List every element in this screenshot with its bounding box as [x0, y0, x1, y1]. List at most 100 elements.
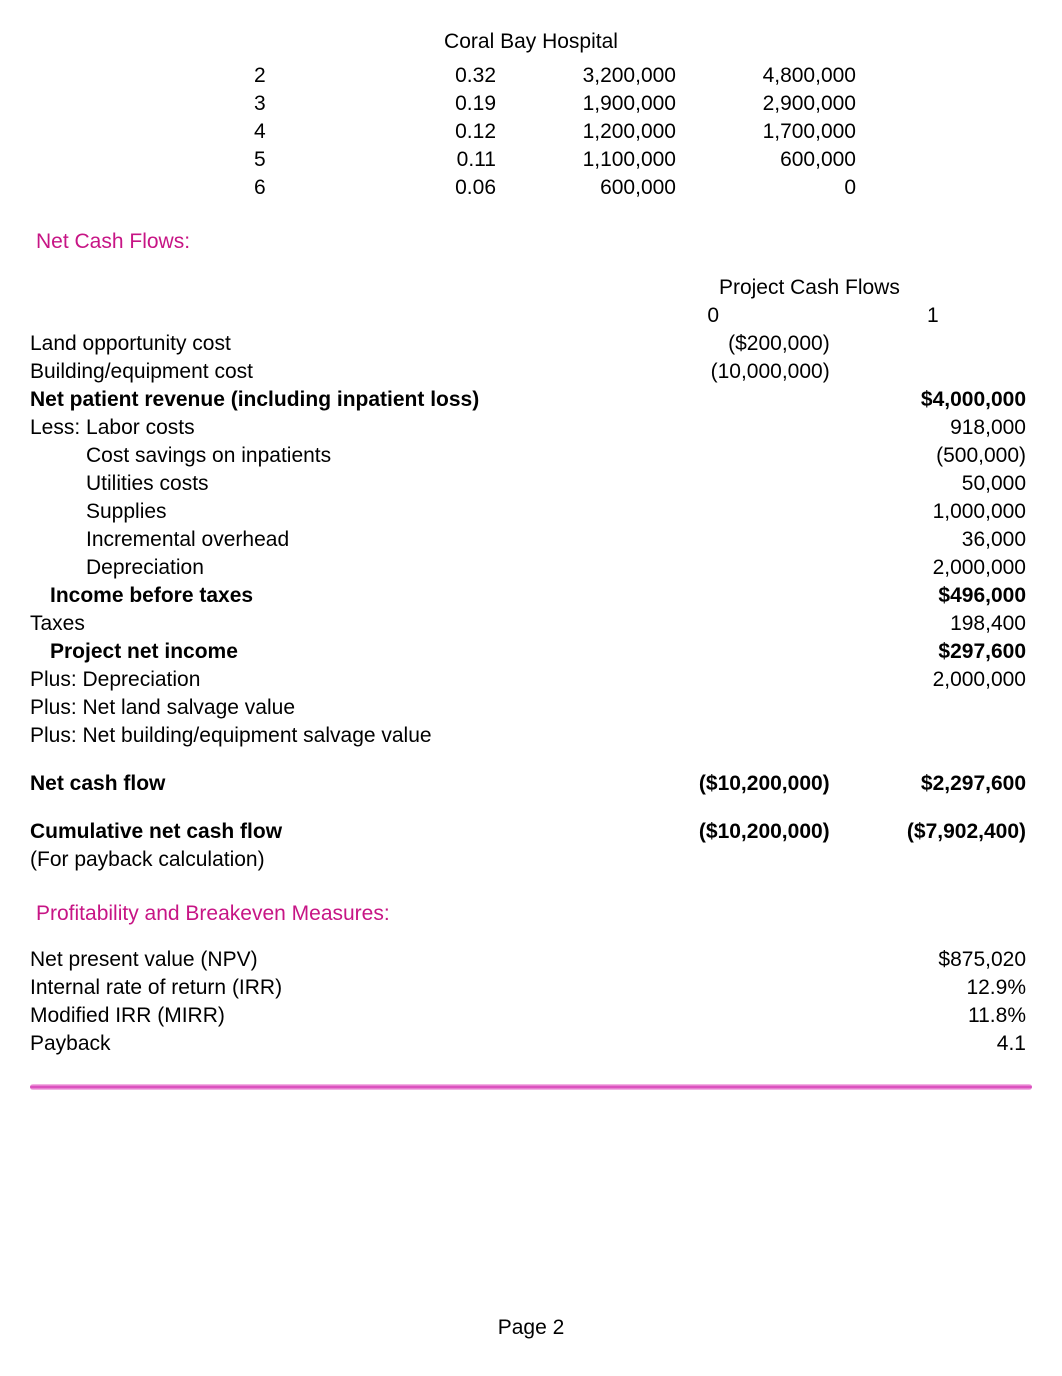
table-row: Net patient revenue (including inpatient…	[30, 386, 1032, 414]
row-col0	[597, 470, 840, 498]
cell-factor: 0.11	[316, 146, 496, 174]
row-col0	[597, 442, 840, 470]
table-row: Cumulative net cash flow ($10,200,000) (…	[30, 818, 1032, 846]
table-row: 0 1	[30, 302, 1032, 330]
top-table: 2 0.32 3,200,000 4,800,000 3 0.19 1,900,…	[206, 62, 856, 202]
measures-table: Net present value (NPV) $875,020 Interna…	[30, 946, 1032, 1058]
table-row: Taxes 198,400	[30, 610, 1032, 638]
row-col0: ($200,000)	[597, 330, 840, 358]
table-row: Building/equipment cost (10,000,000)	[30, 358, 1032, 386]
table-row: Income before taxes $496,000	[30, 582, 1032, 610]
table-row: Net present value (NPV) $875,020	[30, 946, 1032, 974]
cell-year: 6	[206, 174, 316, 202]
row-col1: 36,000	[840, 526, 1032, 554]
measure-label: Modified IRR (MIRR)	[30, 1002, 597, 1030]
row-label: Net cash flow	[30, 770, 597, 798]
table-row: 4 0.12 1,200,000 1,700,000	[206, 118, 856, 146]
cell-year: 2	[206, 62, 316, 90]
table-row: Incremental overhead 36,000	[30, 526, 1032, 554]
row-label: Plus: Net building/equipment salvage val…	[30, 722, 597, 750]
cell-year: 3	[206, 90, 316, 118]
table-row: Internal rate of return (IRR) 12.9%	[30, 974, 1032, 1002]
cell-value-a: 1,100,000	[496, 146, 676, 174]
row-label: (For payback calculation)	[30, 846, 597, 874]
row-col1: $297,600	[840, 638, 1032, 666]
spacer	[30, 798, 1032, 818]
table-row: Project Cash Flows	[30, 274, 1032, 302]
cell-value-b: 600,000	[676, 146, 856, 174]
row-label: Less: Labor costs	[30, 414, 597, 442]
table-row: Plus: Net building/equipment salvage val…	[30, 722, 1032, 750]
cell-value-b: 1,700,000	[676, 118, 856, 146]
measure-value: 11.8%	[840, 1002, 1032, 1030]
table-row: Cost savings on inpatients (500,000)	[30, 442, 1032, 470]
table-row: 6 0.06 600,000 0	[206, 174, 856, 202]
row-col1	[840, 358, 1032, 386]
row-col0: ($10,200,000)	[597, 818, 840, 846]
row-label: Land opportunity cost	[30, 330, 597, 358]
cell-year: 5	[206, 146, 316, 174]
row-col1: 918,000	[840, 414, 1032, 442]
page: Coral Bay Hospital 2 0.32 3,200,000 4,80…	[0, 0, 1062, 1376]
measure-value: 12.9%	[840, 974, 1032, 1002]
spacer	[30, 750, 1032, 770]
cell-value-a: 1,200,000	[496, 118, 676, 146]
cell-factor: 0.06	[316, 174, 496, 202]
row-col1	[840, 694, 1032, 722]
row-col1	[840, 846, 1032, 874]
row-col0	[597, 526, 840, 554]
table-row: Land opportunity cost ($200,000)	[30, 330, 1032, 358]
row-label: Plus: Depreciation	[30, 666, 597, 694]
row-col1: 2,000,000	[840, 554, 1032, 582]
table-row: 2 0.32 3,200,000 4,800,000	[206, 62, 856, 90]
table-row: 5 0.11 1,100,000 600,000	[206, 146, 856, 174]
row-col0	[597, 638, 840, 666]
row-label: Plus: Net land salvage value	[30, 694, 597, 722]
col1-label: 1	[840, 302, 1032, 330]
row-col0: (10,000,000)	[597, 358, 840, 386]
col0-label: 0	[597, 302, 840, 330]
row-col1: 2,000,000	[840, 666, 1032, 694]
cell-value-b: 0	[676, 174, 856, 202]
table-row: Payback 4.1	[30, 1030, 1032, 1058]
table-row: Utilities costs 50,000	[30, 470, 1032, 498]
row-col0	[597, 498, 840, 526]
table-row: Modified IRR (MIRR) 11.8%	[30, 1002, 1032, 1030]
row-col1	[840, 722, 1032, 750]
row-label: Depreciation	[30, 554, 597, 582]
profitability-heading: Profitability and Breakeven Measures:	[36, 902, 1032, 926]
row-col1: 198,400	[840, 610, 1032, 638]
row-col1	[840, 330, 1032, 358]
row-col0	[597, 610, 840, 638]
measure-value: $875,020	[840, 946, 1032, 974]
cell-value-a: 1,900,000	[496, 90, 676, 118]
cell-year: 4	[206, 118, 316, 146]
cell-factor: 0.32	[316, 62, 496, 90]
cell-value-a: 3,200,000	[496, 62, 676, 90]
row-col0	[597, 554, 840, 582]
row-label: Incremental overhead	[30, 526, 597, 554]
table-row: Less: Labor costs 918,000	[30, 414, 1032, 442]
page-footer: Page 2	[0, 1316, 1062, 1340]
divider	[30, 1084, 1032, 1090]
cash-flows-table: Project Cash Flows 0 1 Land opportunity …	[30, 274, 1032, 874]
row-col1: $4,000,000	[840, 386, 1032, 414]
table-row: Plus: Depreciation 2,000,000	[30, 666, 1032, 694]
row-label: Supplies	[30, 498, 597, 526]
row-col1: (500,000)	[840, 442, 1032, 470]
row-col0	[597, 666, 840, 694]
measure-label: Net present value (NPV)	[30, 946, 597, 974]
row-col0	[597, 386, 840, 414]
row-col0	[597, 846, 840, 874]
row-col1: 1,000,000	[840, 498, 1032, 526]
table-row: 3 0.19 1,900,000 2,900,000	[206, 90, 856, 118]
measure-label: Payback	[30, 1030, 597, 1058]
row-label: Cumulative net cash flow	[30, 818, 597, 846]
row-label: Project net income	[30, 638, 597, 666]
row-label: Utilities costs	[30, 470, 597, 498]
row-col0	[597, 694, 840, 722]
net-cash-flows-heading: Net Cash Flows:	[36, 230, 1032, 254]
table-row: Supplies 1,000,000	[30, 498, 1032, 526]
row-label: Income before taxes	[30, 582, 597, 610]
row-label: Building/equipment cost	[30, 358, 597, 386]
